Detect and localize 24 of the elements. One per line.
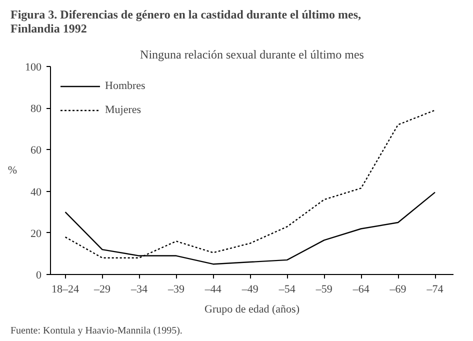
- y-tick-label: 80: [30, 103, 42, 116]
- x-tick-label: –39: [166, 284, 185, 296]
- chart-subtitle: Ninguna relación sexual durante el último mes: [140, 48, 364, 62]
- x-tick-label: –54: [278, 284, 296, 296]
- x-tick-label: –29: [93, 284, 112, 296]
- x-tick-label: –59: [314, 284, 333, 296]
- x-tick-label: –49: [240, 284, 259, 296]
- y-axis-title: %: [8, 164, 18, 176]
- y-tick-label: 40: [30, 186, 42, 198]
- legend-label: Hombres: [105, 80, 146, 92]
- y-tick-label: 100: [25, 62, 42, 74]
- x-tick-label: –64: [352, 284, 370, 296]
- x-axis-title: Grupo de edad (años): [204, 304, 300, 316]
- source-note: Fuente: Kontula y Haavio-Mannila (1995).: [10, 326, 182, 336]
- legend-label: Mujeres: [105, 104, 142, 116]
- chart-title: Figura 3. Diferencias de género en la castidad durante el último mes, Finlandia 1992: [10, 8, 362, 36]
- x-tick-label: 18–24: [52, 284, 80, 296]
- x-tick-label: –44: [204, 284, 222, 296]
- x-tick-label: –34: [130, 284, 148, 296]
- x-tick-label: –69: [388, 284, 407, 296]
- x-tick-label: –74: [426, 284, 444, 296]
- y-tick-label: 0: [36, 270, 42, 282]
- y-tick-label: 20: [30, 228, 42, 240]
- y-tick-label: 60: [30, 144, 42, 157]
